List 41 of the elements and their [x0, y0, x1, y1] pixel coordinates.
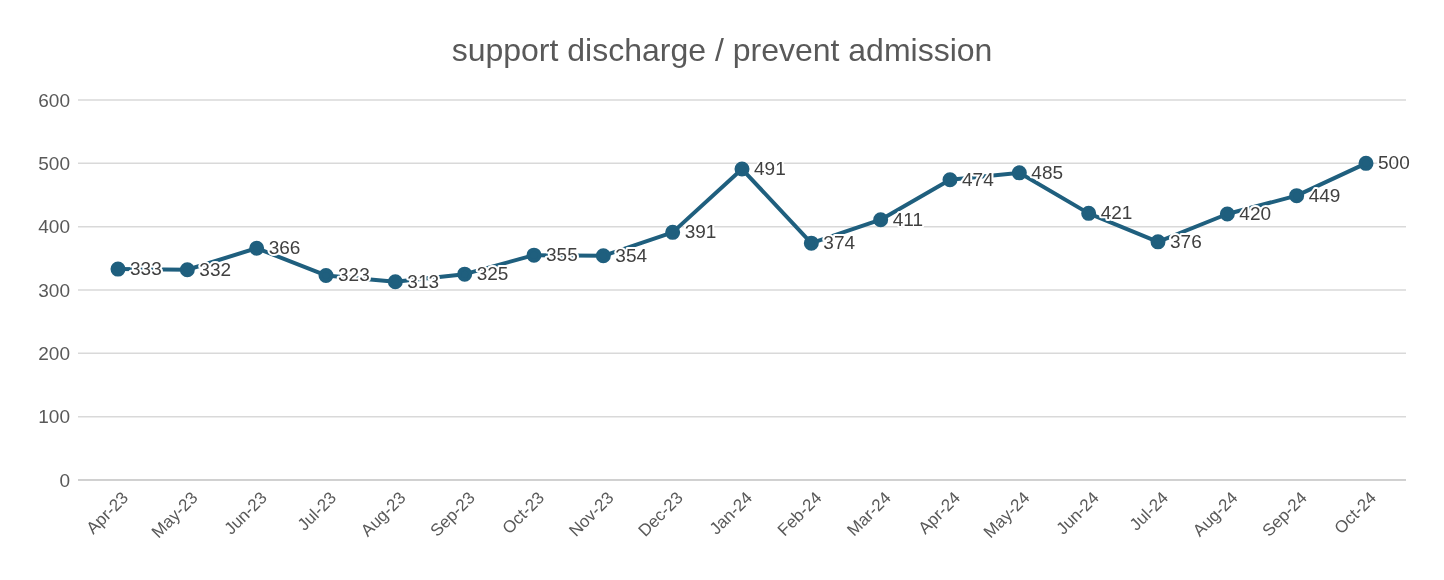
point: [665, 224, 681, 240]
point: [595, 248, 611, 264]
data-label: 376: [1170, 230, 1202, 252]
point: [942, 172, 958, 188]
y-tick-label: 400: [38, 216, 70, 238]
point: [1219, 206, 1235, 222]
y-tick-label: 300: [38, 279, 70, 301]
point: [387, 274, 403, 290]
data-label: 325: [476, 263, 509, 285]
point: [1289, 188, 1305, 204]
point: [110, 261, 126, 277]
data-label: 420: [1239, 203, 1272, 224]
data-label: 332: [199, 258, 232, 280]
data-label: 411: [892, 208, 923, 230]
y-tick-label: 200: [38, 343, 70, 365]
chart-title: support discharge / prevent admission: [450, 31, 994, 70]
y-tick-label: 0: [59, 469, 70, 491]
point: [318, 267, 334, 283]
data-label: 485: [1031, 161, 1064, 183]
point: [249, 240, 265, 256]
data-label: 391: [684, 221, 717, 243]
data-label: 500: [1378, 152, 1410, 174]
point: [734, 161, 750, 177]
point: [1081, 205, 1097, 221]
data-label: 491: [754, 158, 786, 180]
data-label: 421: [1100, 202, 1133, 224]
point: [179, 262, 195, 278]
point: [457, 266, 473, 282]
point: [526, 247, 542, 263]
data-label: 449: [1308, 184, 1341, 206]
y-tick-label: 100: [38, 406, 70, 428]
point: [1358, 155, 1374, 171]
data-label: 366: [268, 237, 301, 259]
data-label: 374: [823, 232, 856, 254]
y-tick-label: 600: [38, 89, 70, 111]
point: [1150, 234, 1166, 250]
data-label: 354: [615, 244, 648, 266]
point: [803, 235, 819, 251]
point: [1011, 165, 1027, 181]
y-tick-label: 500: [38, 153, 70, 175]
point: [873, 212, 889, 228]
